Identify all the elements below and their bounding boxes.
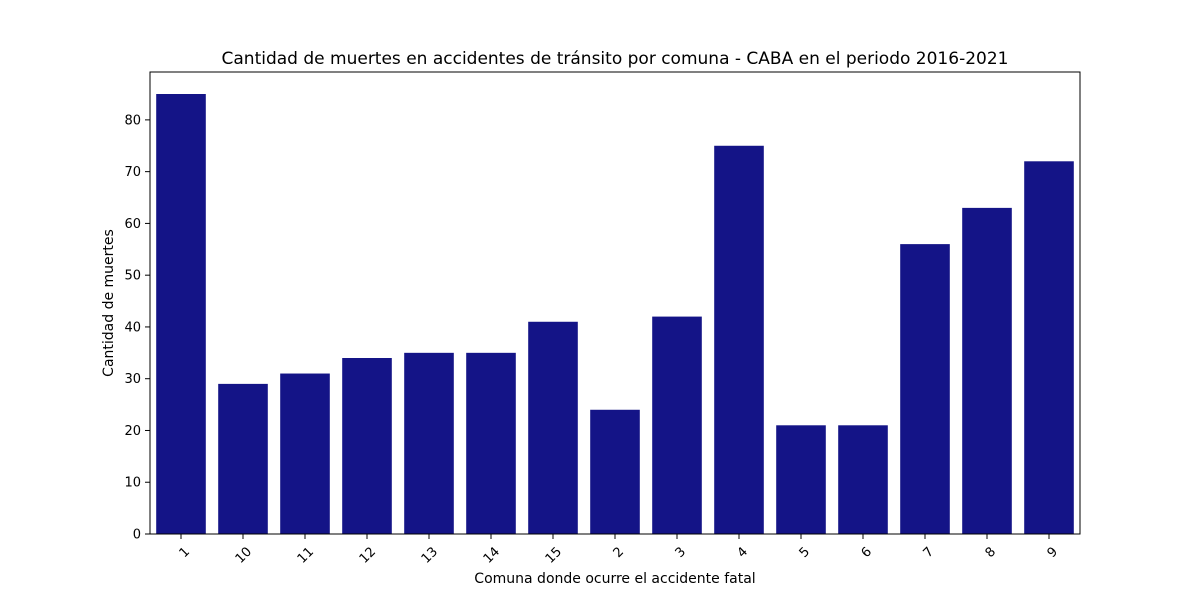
- bar-comuna-5: [776, 425, 826, 534]
- x-tick-label: 7: [921, 544, 937, 560]
- bar-comuna-11: [280, 373, 330, 534]
- y-tick-label: 60: [124, 217, 141, 232]
- x-tick-label: 2: [611, 544, 627, 560]
- x-tick-label: 13: [419, 544, 441, 566]
- bar-comuna-12: [342, 358, 392, 534]
- y-axis: 0 10 20 30 40 50 60 70 80: [124, 113, 150, 543]
- y-tick-label: 50: [124, 269, 141, 284]
- y-tick-label: 70: [124, 165, 141, 180]
- bar-comuna-3: [652, 316, 702, 534]
- x-tick-label: 8: [983, 544, 999, 560]
- y-tick-label: 40: [124, 320, 141, 335]
- x-tick-label: 6: [859, 544, 875, 560]
- y-tick-label: 10: [124, 476, 141, 491]
- y-tick-label: 0: [133, 528, 141, 543]
- y-tick-label: 20: [124, 424, 141, 439]
- x-tick-label: 15: [543, 544, 565, 566]
- plot-frame: [149, 71, 1081, 535]
- bar-comuna-14: [466, 352, 516, 534]
- bars-group: [156, 94, 1074, 534]
- bar-comuna-9: [1024, 161, 1074, 534]
- bar-comuna-15: [528, 321, 578, 534]
- x-tick-label: 11: [295, 544, 317, 566]
- y-axis-title: Cantidad de muertes: [101, 229, 117, 377]
- bar-comuna-7: [900, 244, 950, 534]
- x-tick-label: 5: [797, 544, 813, 560]
- x-axis-title: Comuna donde ocurre el accidente fatal: [474, 571, 755, 587]
- x-tick-label: 12: [357, 544, 379, 566]
- bar-comuna-6: [838, 425, 888, 534]
- bar-comuna-2: [590, 409, 640, 534]
- x-tick-label: 3: [673, 544, 689, 560]
- x-tick-label: 9: [1045, 544, 1061, 560]
- bar-comuna-13: [404, 352, 454, 534]
- y-tick-label: 30: [124, 372, 141, 387]
- chart-title: Cantidad de muertes en accidentes de trá…: [222, 49, 1009, 69]
- bar-comuna-4: [714, 145, 764, 534]
- x-tick-label: 10: [233, 544, 255, 566]
- y-tick-label: 80: [124, 113, 141, 128]
- x-tick-label: 1: [177, 544, 193, 560]
- bar-comuna-8: [962, 207, 1012, 534]
- bar-comuna-1: [156, 94, 206, 534]
- x-axis: 1 10 11 12 13 14 15 2 3 4 5 6 7 8 9: [177, 534, 1061, 567]
- bar-comuna-10: [218, 383, 268, 534]
- x-tick-label: 14: [481, 544, 503, 566]
- x-tick-label: 4: [735, 544, 751, 560]
